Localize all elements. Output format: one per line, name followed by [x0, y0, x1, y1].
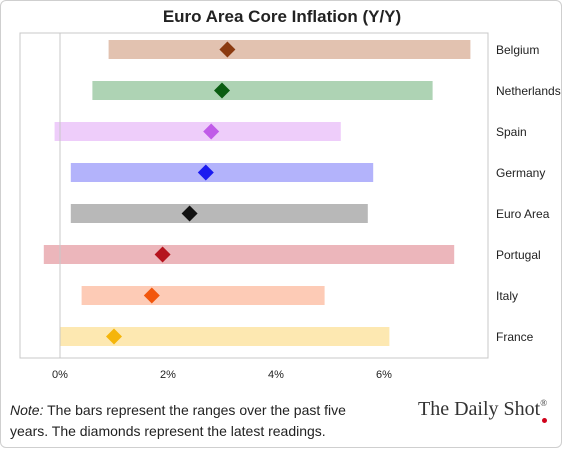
row-label-euro-area: Euro Area: [496, 207, 550, 221]
latest-marker-france: [106, 328, 122, 345]
x-tick-label: 2%: [160, 369, 176, 381]
x-tick-label: 0%: [52, 369, 68, 381]
chart-note: Note: The bars represent the ranges over…: [10, 400, 380, 442]
row-label-netherlands: Netherlands: [496, 84, 561, 98]
row-label-spain: Spain: [496, 125, 527, 139]
range-bar-spain: [54, 122, 341, 141]
x-tick-label: 4%: [268, 369, 284, 381]
latest-marker-spain: [203, 123, 220, 140]
range-bar-italy: [81, 286, 325, 305]
chart-title: Euro Area Core Inflation (Y/Y): [162, 7, 402, 26]
range-bar-france: [60, 327, 390, 346]
note-lead: Note:: [10, 402, 44, 418]
latest-marker-portugal: [154, 246, 171, 263]
row-label-italy: Italy: [496, 289, 518, 303]
latest-marker-germany: [197, 164, 214, 181]
brand-registered-mark: ®: [540, 398, 548, 408]
row-label-germany: Germany: [496, 166, 545, 180]
brand-dot-icon: [542, 418, 547, 423]
range-bar-germany: [70, 163, 374, 182]
range-bar-portugal: [43, 245, 455, 264]
latest-marker-netherlands: [214, 82, 230, 99]
range-bar-euro-area: [70, 204, 368, 223]
note-text: The bars represent the ranges over the p…: [10, 402, 346, 439]
row-label-france: France: [496, 330, 534, 344]
latest-marker-belgium: [219, 41, 236, 58]
latest-marker-euro-area: [181, 205, 198, 222]
brand-name: The Daily Shot: [418, 398, 541, 420]
plot-area-border: [19, 32, 489, 359]
range-bar-belgium: [108, 40, 471, 59]
x-tick-label: 6%: [376, 369, 392, 381]
row-label-belgium: Belgium: [496, 43, 539, 57]
brand-logo: The Daily Shot®: [418, 398, 547, 421]
row-label-portugal: Portugal: [496, 248, 541, 262]
range-bar-netherlands: [92, 81, 433, 100]
latest-marker-italy: [143, 287, 160, 304]
